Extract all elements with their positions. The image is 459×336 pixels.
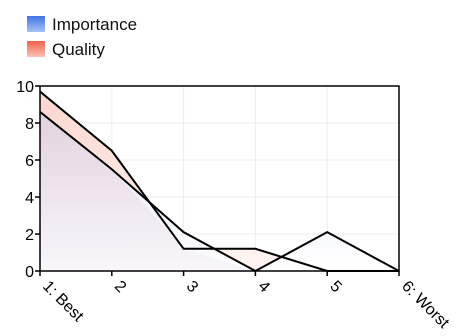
y-tick-label-6: 6 bbox=[25, 153, 34, 170]
y-tick-label-4: 4 bbox=[25, 190, 34, 207]
x-tick-label-5: 6: Worst bbox=[398, 278, 452, 332]
y-tick-label-10: 10 bbox=[16, 79, 34, 96]
series-line-quality bbox=[39, 111, 400, 273]
y-tick-label-8: 8 bbox=[25, 116, 34, 133]
area-overlap bbox=[40, 111, 399, 271]
x-tick-label-1: 2 bbox=[111, 278, 129, 296]
legend-label-importance: Importance bbox=[52, 15, 137, 34]
y-tick-labels: 0 2 4 6 8 10 bbox=[16, 79, 34, 281]
x-tick-labels: 1: Best 2 3 4 5 6: Worst bbox=[39, 278, 452, 332]
y-tick-label-0: 0 bbox=[25, 264, 34, 281]
area-fills bbox=[40, 91, 399, 271]
legend: Importance Quality bbox=[27, 15, 137, 59]
x-tick-label-4: 5 bbox=[326, 278, 344, 296]
legend-swatch-importance bbox=[27, 16, 45, 32]
tick-marks bbox=[35, 85, 400, 276]
legend-item-importance: Importance bbox=[27, 15, 137, 34]
x-tick-label-2: 3 bbox=[183, 278, 201, 296]
legend-label-quality: Quality bbox=[52, 40, 105, 59]
x-tick-label-0: 1: Best bbox=[39, 278, 87, 326]
legend-swatch-quality bbox=[27, 41, 45, 57]
y-tick-label-2: 2 bbox=[25, 227, 34, 244]
x-tick-label-3: 4 bbox=[255, 278, 273, 296]
legend-item-quality: Quality bbox=[27, 40, 105, 59]
plot-frame bbox=[39, 85, 400, 272]
